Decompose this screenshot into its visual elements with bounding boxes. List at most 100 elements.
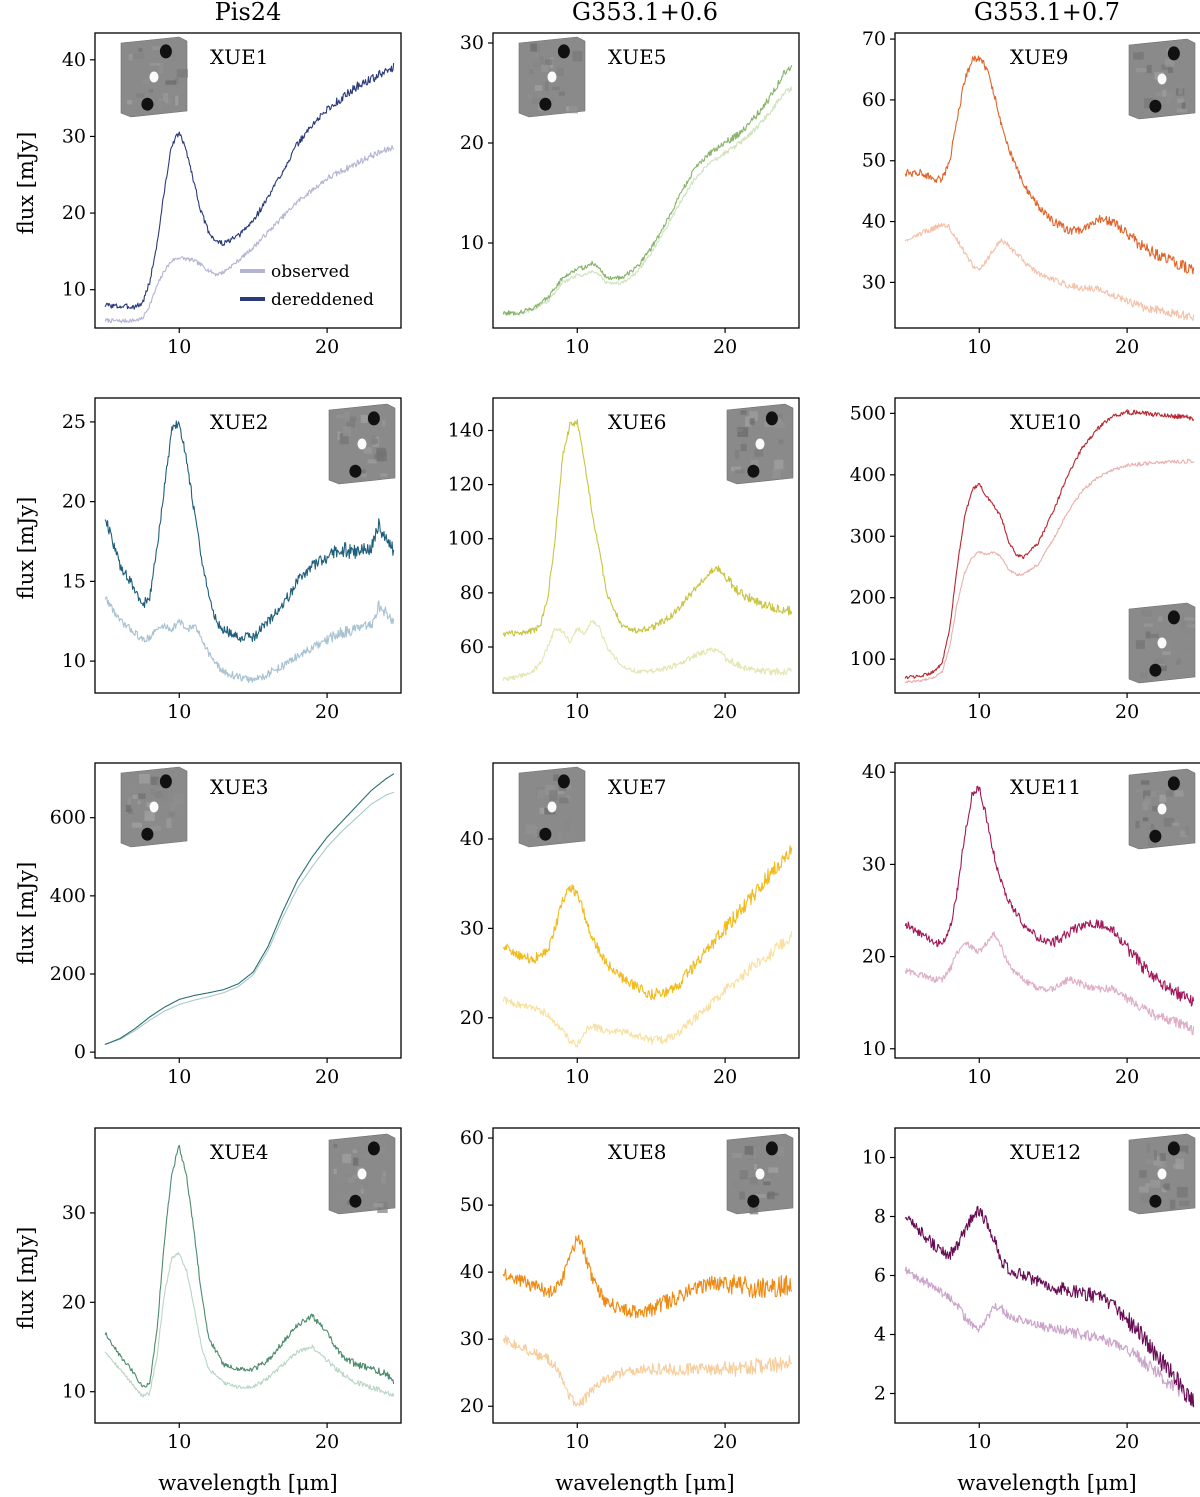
x-tick-label: 20 (1115, 336, 1139, 358)
y-tick-label: 20 (460, 132, 484, 154)
source-image-inset (328, 1133, 396, 1215)
panel-xue10: 100 200 300 400 500 10 20 XUE10 (850, 397, 1200, 723)
plot-area (104, 1144, 395, 1398)
x-tick-label: 10 (565, 1066, 589, 1088)
xlabel-col-1: wavelength [μm] (158, 1471, 337, 1495)
series-dereddened (502, 1234, 793, 1319)
source-image-inset (120, 766, 188, 848)
y-tick-label: 60 (862, 89, 886, 111)
series-dereddened (502, 418, 793, 637)
panel-title: XUE11 (1010, 775, 1081, 799)
y-tick-label: 30 (460, 917, 484, 939)
legend: observed dereddened (240, 262, 374, 310)
series-observed (904, 931, 1195, 1036)
x-tick-label: 20 (315, 1431, 339, 1453)
y-tick-label: 15 (62, 570, 86, 592)
series-dereddened (904, 55, 1195, 275)
y-tick-label: 30 (862, 271, 886, 293)
series-dereddened (104, 420, 395, 643)
y-tick-label: 20 (460, 1395, 484, 1417)
y-tick-label: 500 (850, 402, 886, 424)
series-observed (502, 620, 793, 682)
y-tick-label: 4 (874, 1324, 886, 1346)
series-observed (904, 458, 1195, 684)
panel-title: XUE6 (608, 410, 666, 434)
series-observed (502, 930, 793, 1048)
axes-frame (894, 32, 1200, 329)
y-tick-label: 20 (62, 491, 86, 513)
panel-xue8: 20 30 40 50 60 10 20 XUE8 (460, 1127, 800, 1453)
x-tick-label: 20 (713, 336, 737, 358)
y-tick-label: 40 (460, 828, 484, 850)
series-dereddened (502, 844, 793, 1001)
plot-area (502, 418, 793, 682)
x-tick-label: 20 (713, 701, 737, 723)
source-image-inset (120, 36, 188, 118)
x-tick-label: 20 (315, 1066, 339, 1088)
panel-title: XUE4 (210, 1140, 268, 1164)
y-tick-label: 10 (862, 1038, 886, 1060)
source-image-inset (328, 403, 396, 485)
xlabel-col-2: wavelength [μm] (555, 1471, 734, 1495)
y-tick-label: 6 (874, 1265, 886, 1287)
y-tick-label: 50 (862, 150, 886, 172)
axes-frame (94, 32, 402, 329)
y-tick-label: 70 (862, 28, 886, 50)
series-observed (904, 222, 1195, 321)
xlabel-col-3: wavelength [μm] (957, 1471, 1136, 1495)
y-tick-label: 10 (862, 1147, 886, 1169)
x-tick-label: 20 (315, 701, 339, 723)
source-image-inset (726, 403, 794, 485)
y-tick-label: 120 (448, 474, 484, 496)
axes-frame (94, 1127, 402, 1424)
series-observed (502, 86, 793, 316)
plot-area (104, 62, 395, 324)
panel-xue5: 10 20 30 10 20 XUE5 (460, 32, 800, 358)
panel-title: XUE7 (608, 775, 666, 799)
axes-frame (894, 762, 1200, 1059)
ylabel-row-2: flux [mJy] (14, 497, 38, 600)
axes-frame (492, 397, 800, 694)
panel-xue1: 10 20 30 40 10 20 XUE1 observed dereddened (62, 32, 402, 358)
y-tick-label: 25 (62, 411, 86, 433)
source-image-inset (726, 1133, 794, 1215)
axes-frame (94, 397, 402, 694)
y-tick-label: 10 (62, 279, 86, 301)
y-tick-label: 80 (460, 582, 484, 604)
panel-xue6: 60 80 100 120 140 10 20 XUE6 (448, 397, 800, 723)
panel-title: XUE2 (210, 410, 268, 434)
panel-xue7: 20 30 40 10 20 XUE7 (460, 762, 800, 1088)
y-tick-label: 60 (460, 1127, 484, 1149)
y-tick-label: 40 (62, 49, 86, 71)
y-tick-label: 600 (50, 807, 86, 829)
ylabel-row-1: flux [mJy] (14, 132, 38, 235)
series-observed (904, 1266, 1195, 1406)
plot-area (104, 773, 395, 1045)
axes-frame (492, 1127, 800, 1424)
column-title-g353-07: G353.1+0.7 (974, 0, 1120, 26)
y-tick-label: 200 (850, 587, 886, 609)
source-image-inset (1128, 38, 1196, 120)
y-tick-label: 400 (850, 464, 886, 486)
legend-label-dereddened: dereddened (271, 290, 374, 310)
series-dereddened (904, 1205, 1195, 1408)
axes-frame (94, 762, 402, 1059)
y-tick-label: 0 (74, 1041, 86, 1063)
column-title-g353-06: G353.1+0.6 (572, 0, 718, 26)
series-dereddened (104, 773, 395, 1045)
ylabel-row-4: flux [mJy] (14, 1227, 38, 1330)
panel-xue3: 0 200 400 600 10 20 XUE3 (50, 762, 402, 1088)
series-observed (104, 145, 395, 324)
x-tick-label: 10 (167, 1066, 191, 1088)
plot-area (502, 1234, 793, 1407)
plot-area (502, 844, 793, 1048)
series-observed (502, 1335, 793, 1407)
y-tick-label: 40 (460, 1261, 484, 1283)
y-tick-label: 100 (850, 648, 886, 670)
y-tick-label: 20 (62, 202, 86, 224)
plot-area (904, 1205, 1195, 1408)
panel-title: XUE9 (1010, 45, 1068, 69)
series-dereddened (104, 1144, 395, 1388)
source-image-inset (1128, 1133, 1196, 1215)
